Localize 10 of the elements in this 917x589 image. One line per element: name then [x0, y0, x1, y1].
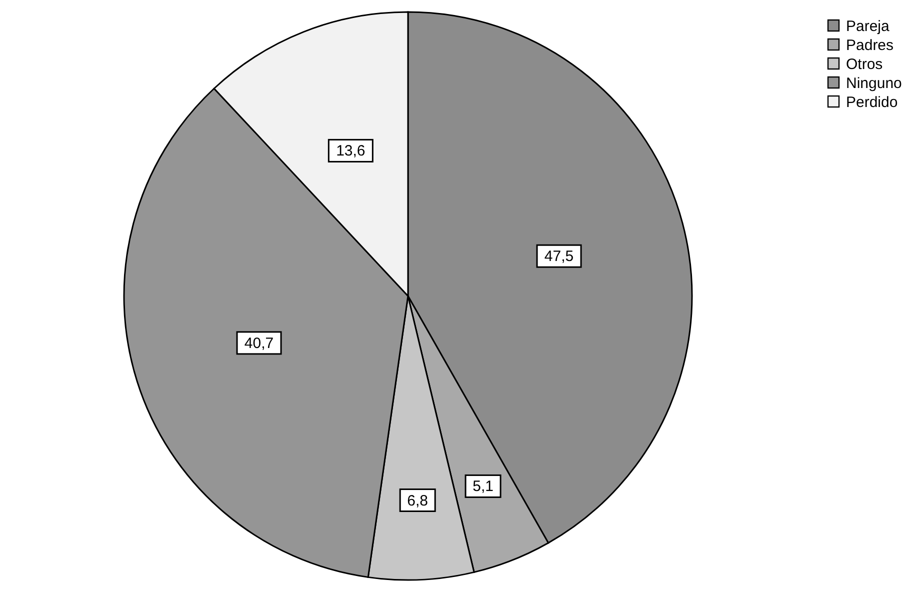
data-label: 6,8	[407, 492, 428, 510]
legend-label: Otros	[846, 56, 883, 73]
data-label: 40,7	[244, 334, 274, 352]
legend-label: Padres	[846, 37, 894, 54]
data-label: 47,5	[544, 248, 574, 266]
legend-label: Pareja	[846, 18, 890, 35]
data-label: 5,1	[472, 478, 494, 496]
legend-label: Perdido	[846, 94, 898, 111]
legend-label: Ninguno	[846, 75, 902, 92]
data-label: 13,6	[336, 142, 366, 160]
